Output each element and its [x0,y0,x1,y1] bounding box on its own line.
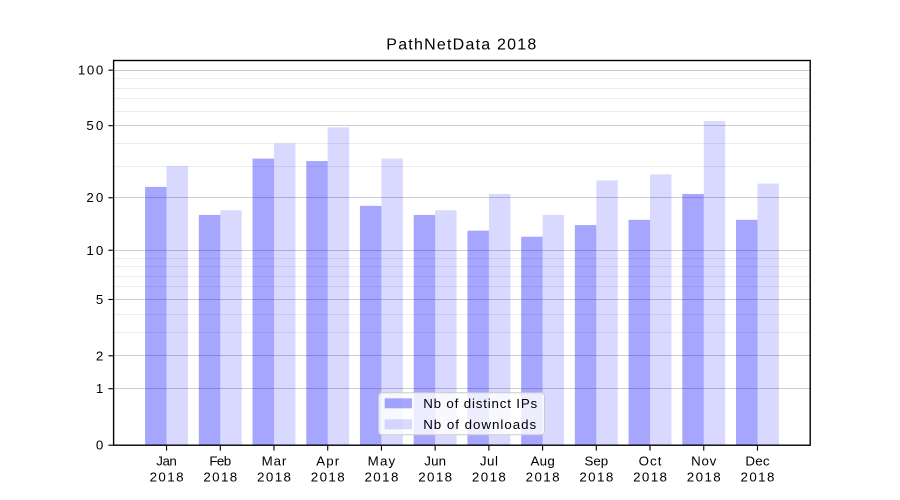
svg-text:2018: 2018 [257,469,291,484]
svg-text:Mar: Mar [262,454,287,469]
svg-text:100: 100 [78,63,103,78]
svg-text:2018: 2018 [687,469,721,484]
svg-text:Jul: Jul [480,454,498,469]
svg-text:2018: 2018 [633,469,667,484]
svg-text:2018: 2018 [472,469,506,484]
svg-text:2018: 2018 [741,469,775,484]
svg-text:Feb: Feb [209,454,231,469]
svg-text:May: May [368,454,396,469]
svg-text:2018: 2018 [579,469,613,484]
svg-text:2018: 2018 [150,469,184,484]
svg-text:0: 0 [96,438,103,453]
svg-text:2018: 2018 [418,469,452,484]
svg-text:Nb of downloads: Nb of downloads [423,417,536,432]
svg-text:5: 5 [96,292,103,307]
svg-text:2018: 2018 [311,469,345,484]
svg-text:Oct: Oct [639,454,662,469]
svg-text:Dec: Dec [745,454,769,469]
svg-text:PathNetData 2018: PathNetData 2018 [386,37,536,54]
svg-text:Jan: Jan [156,454,177,469]
svg-text:2018: 2018 [364,469,398,484]
svg-text:Nb of distinct IPs: Nb of distinct IPs [423,396,537,411]
svg-text:2: 2 [96,348,103,363]
svg-text:Jun: Jun [424,454,446,469]
svg-text:Sep: Sep [585,454,609,469]
svg-text:Apr: Apr [316,454,340,469]
svg-text:Nov: Nov [691,454,717,469]
svg-text:1: 1 [96,381,103,396]
svg-text:2018: 2018 [526,469,560,484]
svg-text:Aug: Aug [530,454,554,469]
svg-text:2018: 2018 [203,469,237,484]
